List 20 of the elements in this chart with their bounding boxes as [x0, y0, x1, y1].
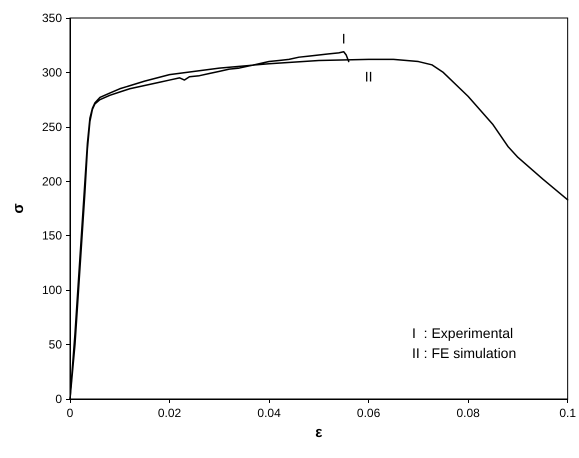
annotation: II : FE simulation	[412, 345, 516, 361]
y-tick-label: 100	[42, 283, 62, 298]
x-tick-label: 0.06	[356, 406, 381, 420]
y-tick-label: 200	[42, 174, 62, 188]
y-tick-label: 300	[42, 65, 62, 80]
series-label: II	[364, 68, 372, 84]
y-axis-title: σ	[10, 203, 27, 214]
y-tick-label: 50	[48, 338, 62, 352]
y-tick-label: 0	[55, 392, 62, 406]
x-tick-label: 0.08	[456, 406, 480, 420]
y-tick-label: 150	[42, 228, 62, 243]
y-tick-label: 350	[42, 11, 62, 25]
x-tick-label: 0	[66, 406, 74, 420]
series-label: I	[342, 30, 346, 47]
annotation: I : Experimental	[412, 325, 514, 341]
x-tick-label: 0.1	[559, 406, 576, 420]
y-tick-label: 250	[42, 120, 62, 134]
x-tick-label: 0.04	[257, 406, 282, 420]
x-axis-title: ε	[315, 424, 322, 441]
x-tick-label: 0.02	[158, 406, 182, 420]
